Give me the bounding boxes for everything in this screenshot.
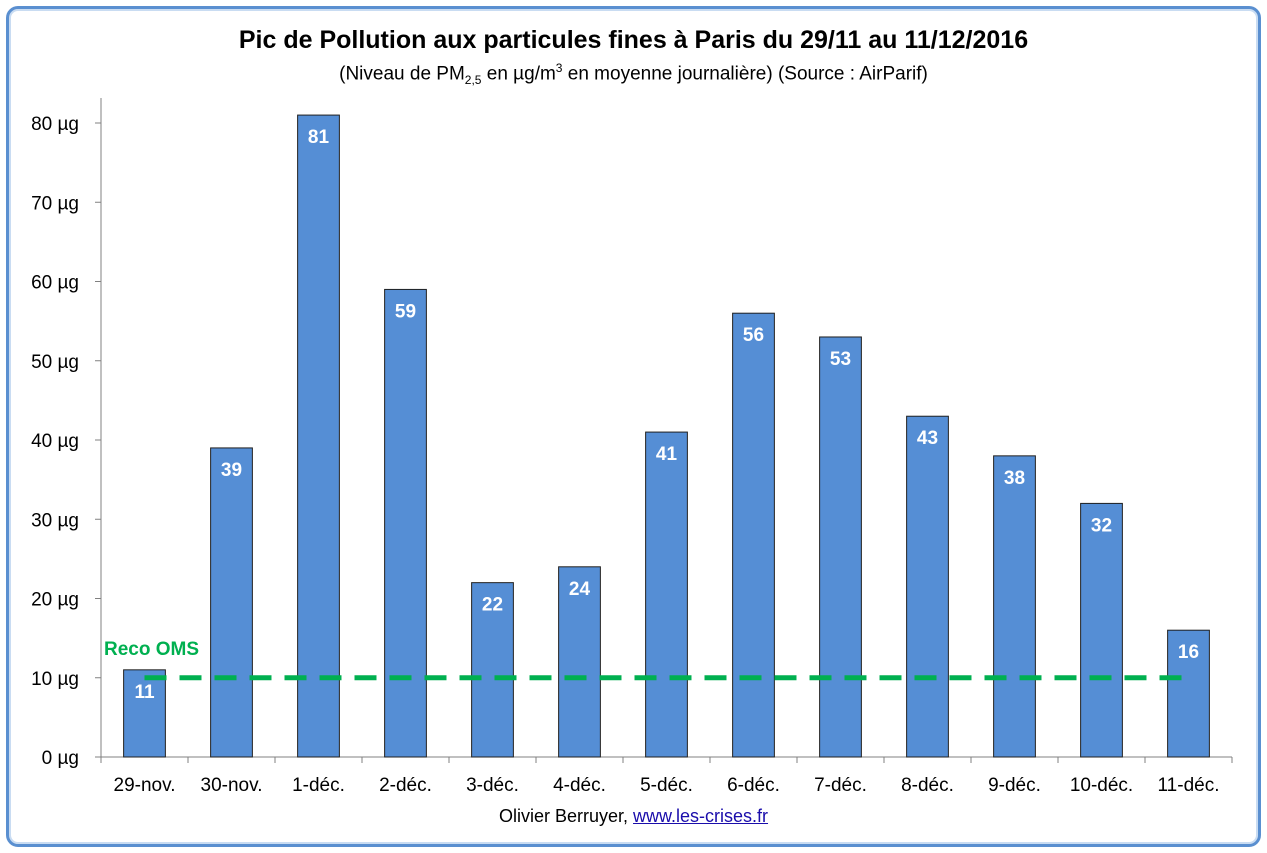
y-tick-label: 50 µg — [31, 352, 79, 373]
bar — [471, 582, 514, 758]
x-tick-label: 6-déc. — [727, 775, 780, 796]
x-tick-label: 8-déc. — [901, 775, 954, 796]
x-tick-label: 7-déc. — [814, 775, 867, 796]
y-tick-label: 30 µg — [31, 510, 79, 531]
subtitle-sup: 3 — [555, 61, 563, 75]
y-tick-label: 40 µg — [31, 431, 79, 452]
subtitle-sub: 2,5 — [464, 73, 482, 88]
data-label: 53 — [830, 349, 851, 370]
x-tick-label: 3-déc. — [466, 775, 519, 796]
bar — [558, 566, 601, 758]
footer-author: Olivier Berruyer, — [498, 806, 628, 826]
bar — [1167, 629, 1210, 758]
data-label: 43 — [917, 428, 938, 449]
subtitle-prefix: (Niveau de PM — [339, 63, 465, 85]
chart-subtitle: (Niveau de PM2,5 en µg/m3 en moyenne jou… — [0, 61, 1267, 87]
data-label: 81 — [308, 127, 330, 148]
data-label: 16 — [1178, 642, 1199, 663]
data-label: 56 — [743, 325, 764, 346]
bar — [819, 336, 862, 758]
chart-title: Pic de Pollution aux particules fines à … — [238, 26, 1029, 54]
data-label: 24 — [569, 579, 591, 600]
x-tick-label: 9-déc. — [988, 775, 1041, 796]
x-tick-label: 11-déc. — [1158, 775, 1220, 796]
x-tick-label: 10-déc. — [1070, 775, 1133, 796]
y-tick-label: 70 µg — [31, 193, 79, 214]
bar — [210, 447, 253, 758]
bar — [993, 455, 1036, 758]
data-label: 59 — [395, 301, 416, 322]
x-tick-label: 2-déc. — [379, 775, 432, 796]
chart-footer: Olivier Berruyer, www.les-crises.fr — [0, 806, 1267, 827]
bar — [123, 669, 166, 758]
data-label: 11 — [134, 682, 155, 703]
y-tick-label: 10 µg — [31, 669, 79, 690]
data-label: 41 — [656, 444, 678, 465]
bar — [906, 415, 949, 758]
bar — [297, 114, 340, 758]
data-label: 32 — [1091, 515, 1112, 536]
subtitle-suffix: en moyenne journalière) (Source : AirPar… — [562, 63, 928, 85]
y-tick-label: 0 µg — [42, 748, 79, 769]
footer-link[interactable]: www.les-crises.fr — [633, 806, 769, 826]
data-label: 22 — [482, 595, 503, 616]
bar — [645, 431, 688, 758]
bar — [732, 312, 775, 758]
y-tick-label: 20 µg — [31, 590, 79, 611]
x-tick-label: 29-nov. — [114, 775, 176, 796]
x-tick-label: 1-déc. — [292, 775, 345, 796]
y-tick-label: 80 µg — [31, 114, 79, 135]
y-tick-label: 60 µg — [31, 273, 79, 294]
x-tick-label: 5-déc. — [640, 775, 693, 796]
x-tick-label: 30-nov. — [201, 775, 263, 796]
reference-line-label: Reco OMS — [104, 639, 199, 660]
data-label: 39 — [221, 460, 242, 481]
bar — [1080, 502, 1123, 758]
bar — [384, 288, 427, 758]
subtitle-middle: en µg/m — [481, 63, 556, 85]
x-tick-label: 4-déc. — [553, 775, 606, 796]
data-label: 38 — [1004, 468, 1025, 489]
